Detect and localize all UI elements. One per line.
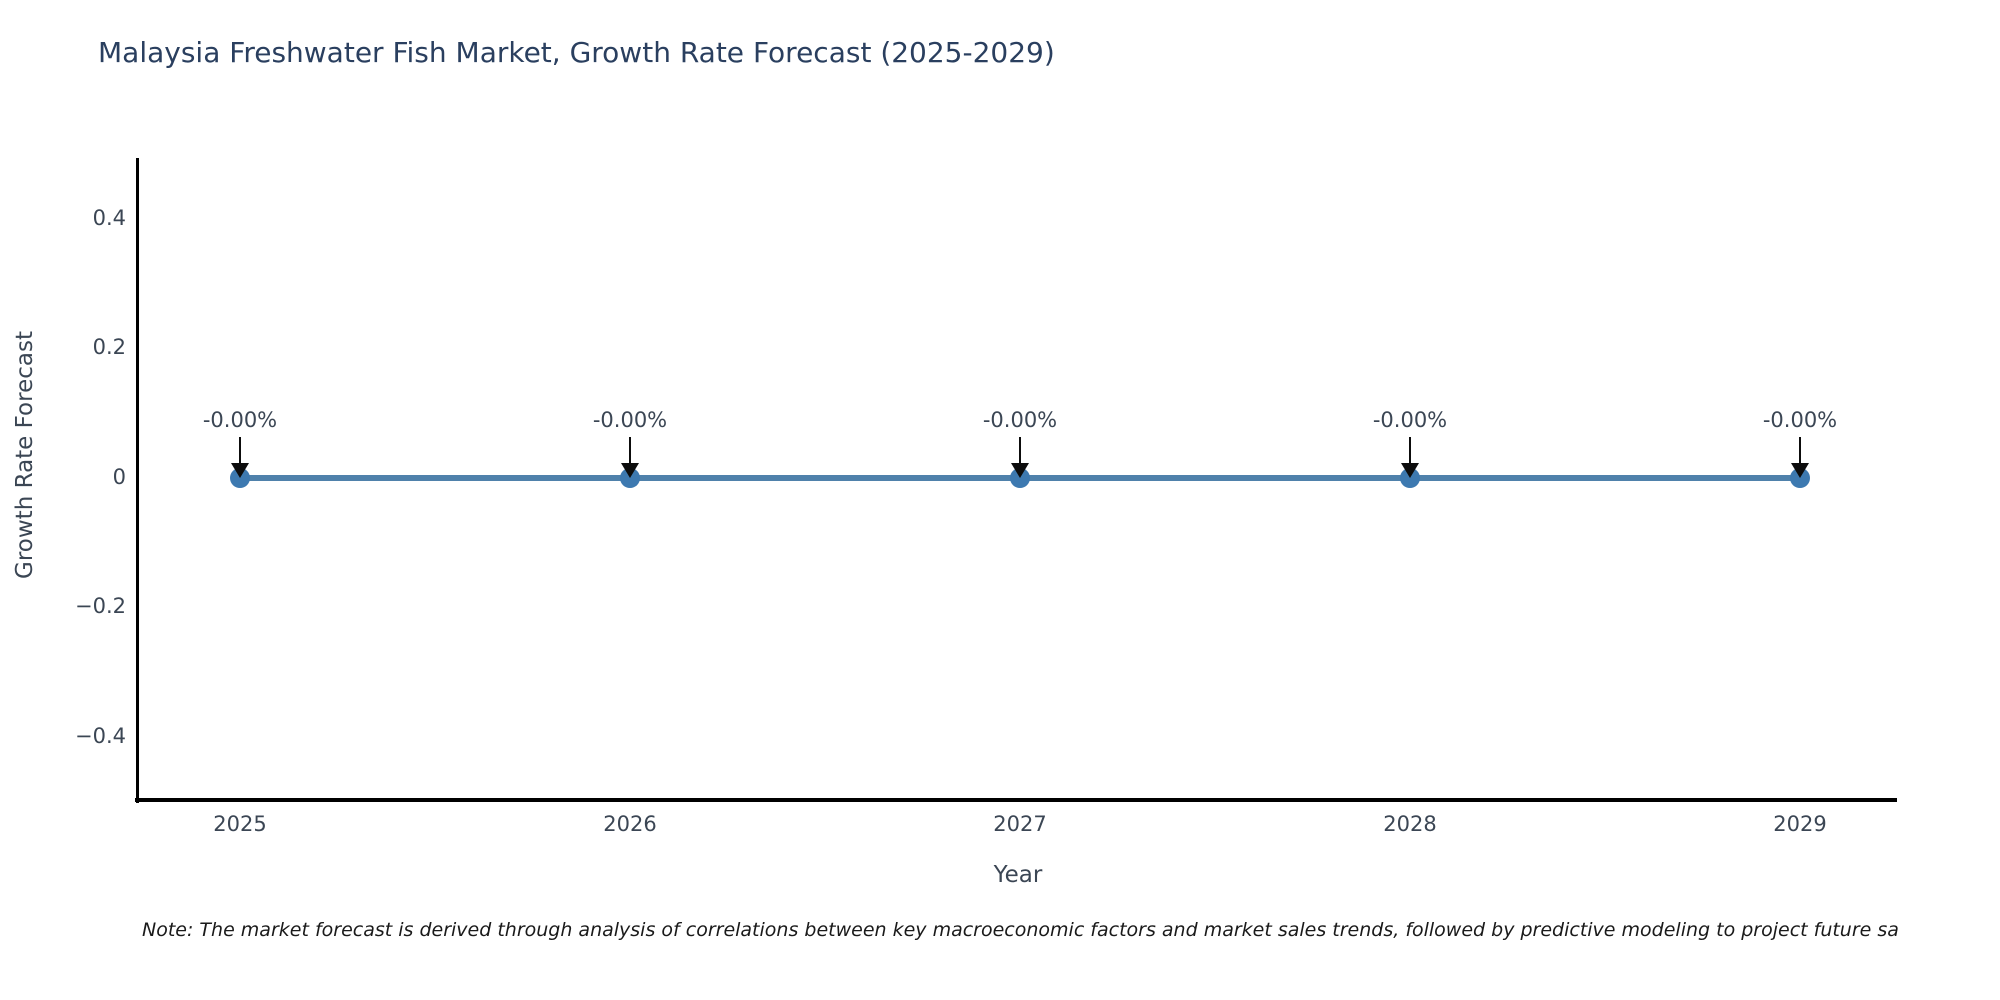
- y-axis-title: Growth Rate Forecast: [12, 331, 38, 579]
- point-annotation-label: -0.00%: [592, 408, 668, 432]
- x-tick-label: 2028: [1383, 812, 1437, 836]
- point-annotation-label: -0.00%: [1762, 408, 1838, 432]
- x-tick-label: 2029: [1773, 812, 1827, 836]
- x-tick-label: 2026: [603, 812, 657, 836]
- annotation-arrow: [239, 437, 241, 464]
- point-annotation-label: -0.00%: [202, 408, 278, 432]
- y-tick-label: −0.4: [75, 724, 126, 748]
- footnote: Note: The market forecast is derived thr…: [142, 919, 1899, 941]
- x-tick-label: 2025: [213, 812, 267, 836]
- x-axis-title: Year: [993, 862, 1043, 888]
- annotation-arrowhead-icon: [1011, 463, 1029, 478]
- point-annotation-label: -0.00%: [982, 408, 1058, 432]
- annotation-arrowhead-icon: [231, 463, 249, 478]
- y-axis-line: [136, 158, 139, 803]
- point-annotation-label: -0.00%: [1372, 408, 1448, 432]
- y-tick-label: 0.2: [92, 335, 126, 359]
- annotation-arrow: [1019, 437, 1021, 464]
- chart-title: Malaysia Freshwater Fish Market, Growth …: [98, 36, 1055, 69]
- annotation-arrow: [1409, 437, 1411, 464]
- annotation-arrowhead-icon: [1401, 463, 1419, 478]
- y-tick-label: 0: [112, 465, 126, 489]
- x-tick-label: 2027: [993, 812, 1047, 836]
- annotation-arrowhead-icon: [621, 463, 639, 478]
- annotation-arrow: [629, 437, 631, 464]
- annotation-arrowhead-icon: [1791, 463, 1809, 478]
- y-tick-label: 0.4: [92, 206, 126, 230]
- annotation-arrow: [1799, 437, 1801, 464]
- y-tick-label: −0.2: [75, 594, 126, 618]
- x-axis-line: [135, 798, 1897, 802]
